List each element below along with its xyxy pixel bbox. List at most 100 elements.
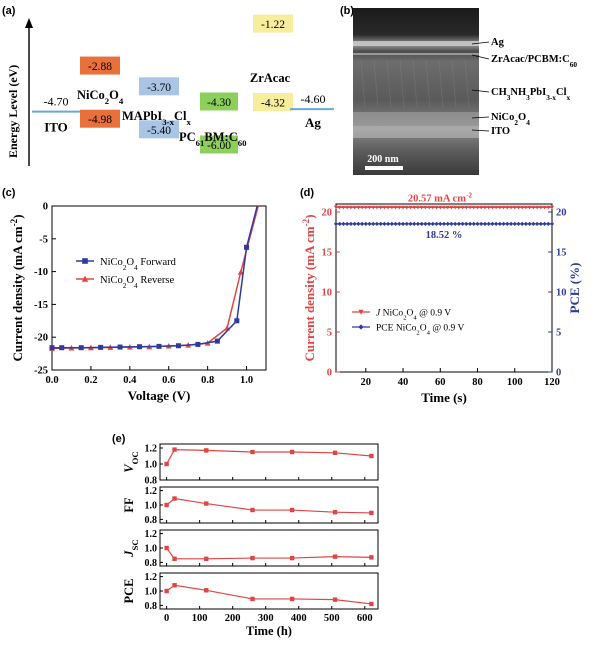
stab-data-point xyxy=(386,205,391,210)
nico-label: NiCo2O4 xyxy=(77,88,124,106)
stab-data-point xyxy=(535,221,540,226)
pcbm-homo-value: -6.00 xyxy=(207,140,231,152)
lt-data-point xyxy=(172,447,177,452)
stab-data-point xyxy=(356,205,361,210)
stab-data-point xyxy=(404,221,409,226)
stab-data-point xyxy=(404,205,409,210)
sem-cross-section: 200 nmAgZrAcac/PCBM:C60CH3NH3PbI3-xClxNi… xyxy=(353,8,577,175)
lt-x-tick-label: 600 xyxy=(357,613,373,624)
sem-layer-label-part: 3 xyxy=(507,93,511,102)
stab-data-point xyxy=(341,221,346,226)
stab-data-point xyxy=(378,205,383,210)
nico-label-part: 4 xyxy=(119,96,124,106)
lt-data-point xyxy=(369,510,374,516)
stab-legend-marker xyxy=(358,324,364,330)
lt-x-tick-label: 0 xyxy=(164,613,169,624)
sem-layer-label-part: 60 xyxy=(570,60,578,69)
stab-annotation-current-part: -2 xyxy=(466,190,472,199)
sem-layer-label: CH3NH3PbI3-xClx xyxy=(491,87,570,102)
sem-layer-pointer xyxy=(471,129,490,132)
stab-data-point xyxy=(460,221,465,226)
jv-legend-label-part: 4 xyxy=(134,263,138,272)
stab-data-point xyxy=(345,221,350,226)
sem-etl-band xyxy=(353,53,479,55)
stab-data-point xyxy=(479,221,484,226)
lt-subplot-frame xyxy=(159,443,379,481)
lt-y-tick-label: 1.0 xyxy=(145,587,158,598)
stab-data-point xyxy=(345,205,350,210)
stab-data-point xyxy=(427,221,432,226)
stab-legend-label-part: O xyxy=(420,324,427,334)
stab-y-right-tick-label: 0 xyxy=(556,368,561,379)
jv-data-point xyxy=(78,345,84,351)
lt-series-line xyxy=(166,584,372,605)
stab-data-point xyxy=(378,221,383,226)
mapbi-label: MAPbI3-xClx xyxy=(122,109,191,127)
sem-texture-line xyxy=(464,59,470,109)
lt-y-tick-label: 1.2 xyxy=(145,529,158,540)
nico-lumo-value: -2.88 xyxy=(88,61,112,73)
stab-legend-label: PCE NiCo2O4 @ 0.9 V xyxy=(376,324,465,337)
lt-x-tick-label: 100 xyxy=(192,613,208,624)
lt-x-tick-label: 200 xyxy=(225,613,241,624)
lt-data-point xyxy=(332,554,338,559)
pcbm-label-part: 61 xyxy=(196,138,205,148)
stab-data-point xyxy=(538,221,543,226)
jv-x-tick-label: 0.0 xyxy=(45,375,58,386)
lt-y-axis-label: PCE xyxy=(122,579,136,604)
stab-data-point xyxy=(445,205,450,210)
jv-legend-label-part: NiCo xyxy=(100,257,123,268)
jv-legend-label: NiCo2O4 Forward xyxy=(100,257,177,272)
stab-data-point xyxy=(482,205,488,210)
sem-layer-pointer xyxy=(471,89,490,93)
stab-data-point xyxy=(427,205,432,210)
lt-series-line xyxy=(166,497,372,514)
stab-data-point xyxy=(363,221,368,226)
zr-label: ZrAcac xyxy=(250,71,291,85)
lt-data-point xyxy=(332,450,338,455)
stab-y-left-tick-label: 10 xyxy=(322,288,333,299)
jv-legend-label-part: O xyxy=(126,275,134,286)
stab-data-point xyxy=(505,221,510,226)
jv-x-tick-label: 0.6 xyxy=(162,375,175,386)
sem-layer-label-part: 3-x xyxy=(546,93,556,102)
stab-data-point xyxy=(359,205,365,210)
jv-data-point xyxy=(49,345,55,351)
sem-texture-line xyxy=(386,59,392,109)
ag-value: -4.60 xyxy=(301,92,326,106)
lt-y-tick-label: 1.2 xyxy=(145,572,158,583)
stab-data-point xyxy=(494,205,499,210)
stab-data-point xyxy=(490,221,495,226)
stab-y-right-tick-label: 20 xyxy=(556,208,567,219)
zr-homo-box xyxy=(253,92,293,111)
sem-layer-label-part: 3 xyxy=(526,93,530,102)
stab-y-left-axis-label-part: ) xyxy=(302,214,317,218)
jv-x-tick-label: 0.8 xyxy=(201,375,214,386)
lt-y-tick-label: 1.2 xyxy=(145,486,158,497)
stab-data-point xyxy=(419,205,424,210)
nico-homo-box xyxy=(80,109,120,128)
stab-legend-marker xyxy=(358,309,364,315)
sem-layer-label: Ag xyxy=(491,37,505,48)
stab-data-point xyxy=(467,221,473,226)
stab-data-point xyxy=(371,205,376,210)
stab-data-point xyxy=(393,221,398,226)
stab-data-point xyxy=(523,205,529,210)
mapbi-label-part: 3-x xyxy=(162,117,174,127)
stab-data-point xyxy=(415,221,421,226)
lt-data-point xyxy=(332,597,338,602)
jv-y-tick-label: -20 xyxy=(34,333,48,344)
stab-data-point xyxy=(501,205,506,210)
stab-data-point xyxy=(486,205,491,210)
jv-legend-label-part: Reverse xyxy=(138,275,175,286)
stab-data-point xyxy=(415,205,421,210)
stab-data-point xyxy=(400,221,406,226)
stab-data-point xyxy=(341,205,346,210)
stab-legend-label-part: O xyxy=(407,309,414,319)
zr-lumo-value: -1.22 xyxy=(261,19,285,31)
stab-data-point xyxy=(531,221,536,226)
stab-x-tick-label: 100 xyxy=(507,377,523,388)
jv-x-axis-label: Voltage (V) xyxy=(128,388,191,403)
stab-data-point xyxy=(337,205,342,210)
lt-y-axis-label-part: OC xyxy=(130,451,140,464)
